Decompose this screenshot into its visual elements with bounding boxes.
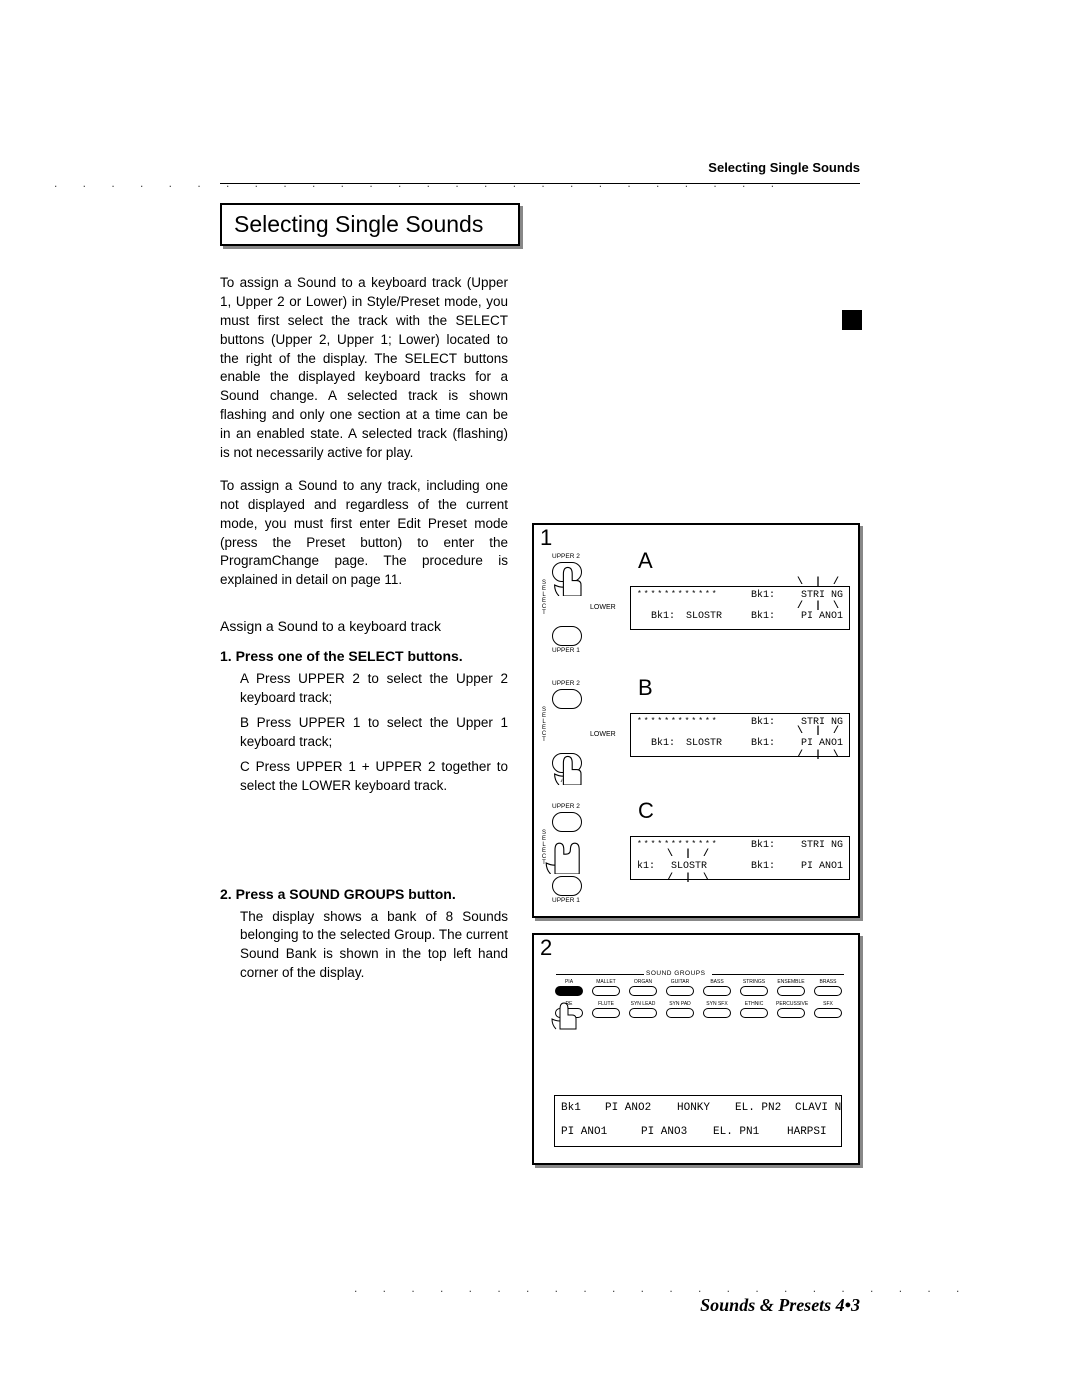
figure-2: 2 SOUND GROUPS PIA MALLET ORGAN GUITAR B… <box>532 933 860 1165</box>
sound-groups-row1: PIA MALLET ORGAN GUITAR BASS STRINGS ENS… <box>554 979 843 996</box>
figure-1: 1 A SELECT UPPER 2 LOWER UPPER 1 *******… <box>532 523 860 918</box>
sound-groups-title: SOUND GROUPS <box>646 970 705 977</box>
lcd-c: ************ Bk1: STRI NG k1: SLOSTR Bk1… <box>630 836 850 880</box>
hand-icon-a <box>548 552 592 596</box>
cursor-a-bot: / | \ <box>797 601 839 612</box>
paragraph-1: To assign a Sound to a keyboard track (U… <box>220 274 508 463</box>
select-label: SELECT <box>540 580 548 616</box>
footer-dots: . . . . . . . . . . . . . . . . . . . . … <box>354 1281 970 1295</box>
page-footer: Sounds & Presets 4•3 <box>700 1295 860 1316</box>
section-title-box: Selecting Single Sounds <box>220 203 520 246</box>
panel-b-letter: B <box>638 675 653 701</box>
upper1-caption: UPPER 1 <box>552 647 580 654</box>
step1-body: A Press UPPER 2 to select the Upper 2 ke… <box>240 670 508 795</box>
cursor-a-top: \ | / <box>797 577 839 588</box>
running-header: Selecting Single Sounds <box>708 160 860 175</box>
section-title: Selecting Single Sounds <box>234 211 506 238</box>
cursor-c-bot: / | \ <box>667 873 709 884</box>
lcd-b: ************ Bk1: STRI NG Bk1: SLOSTR Bk… <box>630 713 850 757</box>
sound-groups-row2: RE FLUTE SYN LEAD SYN PAD SYN SFX ETHNIC… <box>554 1001 843 1018</box>
panel-b: B SELECT UPPER 2 LOWER UPF ************ … <box>540 677 852 797</box>
panel-c: C SELECT UPPER 2 UPPER 1 ************ Bk… <box>540 800 852 920</box>
header-rule <box>220 183 860 184</box>
lcd-a: ************ Bk1: STRI NG Bk1: SLOSTR Bk… <box>630 586 850 630</box>
cursor-c-top: \ | / <box>667 849 709 860</box>
figure-1-number: 1 <box>540 525 552 551</box>
lower-caption: LOWER <box>590 604 616 611</box>
hand-icon-fig2 <box>546 987 586 1031</box>
figure-2-number: 2 <box>540 935 552 961</box>
step2-body: The display shows a bank of 8 Sounds bel… <box>240 908 508 984</box>
upper1-button <box>552 626 582 646</box>
hand-icon-c <box>544 830 588 874</box>
cursor-b-bot: / | \ <box>797 750 839 761</box>
lcd-fig2: Bk1 PI ANO2 HONKY EL. PN2 CLAVI N PI ANO… <box>554 1095 842 1147</box>
panel-a: A SELECT UPPER 2 LOWER UPPER 1 *********… <box>540 550 852 670</box>
hand-icon-b <box>548 741 592 785</box>
panel-a-letter: A <box>638 548 653 574</box>
step1-item-b: B Press UPPER 1 to select the Upper 1 ke… <box>240 714 508 752</box>
paragraph-2: To assign a Sound to any track, includin… <box>220 477 508 590</box>
step1-item-a: A Press UPPER 2 to select the Upper 2 ke… <box>240 670 508 708</box>
step1-item-c: C Press UPPER 1 + UPPER 2 together to se… <box>240 758 508 796</box>
cursor-b-top: \ | / <box>797 726 839 737</box>
panel-c-letter: C <box>638 798 654 824</box>
